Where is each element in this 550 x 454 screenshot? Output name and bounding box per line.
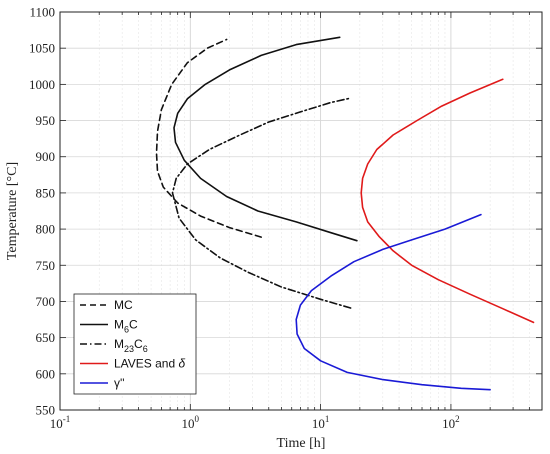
y-axis-title: Temperature [°C] <box>5 162 20 260</box>
series-line-1 <box>173 36 358 242</box>
series-line-0 <box>155 38 262 238</box>
axis-ticks <box>59 11 543 411</box>
series-line-2 <box>171 97 352 309</box>
y-tick-label: 1000 <box>29 77 55 92</box>
legend-label-1: M6C <box>114 318 138 335</box>
y-tick-label: 550 <box>36 403 56 418</box>
y-tick-label: 700 <box>36 294 56 309</box>
y-tick-label: 600 <box>36 366 56 381</box>
legend-label-2: M23C6 <box>114 337 148 354</box>
y-tick-label: 800 <box>36 222 56 237</box>
series-lines <box>155 36 535 391</box>
legend-label-0: MC <box>114 298 133 312</box>
legend-box <box>73 293 197 395</box>
series-line-4 <box>295 213 491 391</box>
legend-label-4: γ'' <box>114 376 125 390</box>
x-tick-label: 102 <box>442 414 460 431</box>
x-tick-label: 100 <box>182 414 200 431</box>
y-tick-label: 1100 <box>29 5 55 20</box>
x-axis-title: Time [h] <box>277 436 326 451</box>
y-tick-label: 750 <box>36 258 56 273</box>
tick-labels: 550 600 650 700 750 800 850 900 950 1000 1050 1100 1… <box>29 5 460 432</box>
plot-frame <box>59 11 543 411</box>
legend-label-3: LAVES and δ <box>114 357 186 371</box>
x-tick-label: 10-1 <box>50 414 71 431</box>
y-tick-label: 900 <box>36 149 56 164</box>
x-tick-label: 101 <box>312 414 330 431</box>
series-line-3 <box>360 78 535 324</box>
y-tick-label: 1050 <box>29 41 55 56</box>
y-tick-label: 650 <box>36 330 56 345</box>
legend: MC M6C M23C6 LAVES and δ γ'' <box>73 293 197 395</box>
y-tick-label: 850 <box>36 185 56 200</box>
y-tick-label: 950 <box>36 113 56 128</box>
